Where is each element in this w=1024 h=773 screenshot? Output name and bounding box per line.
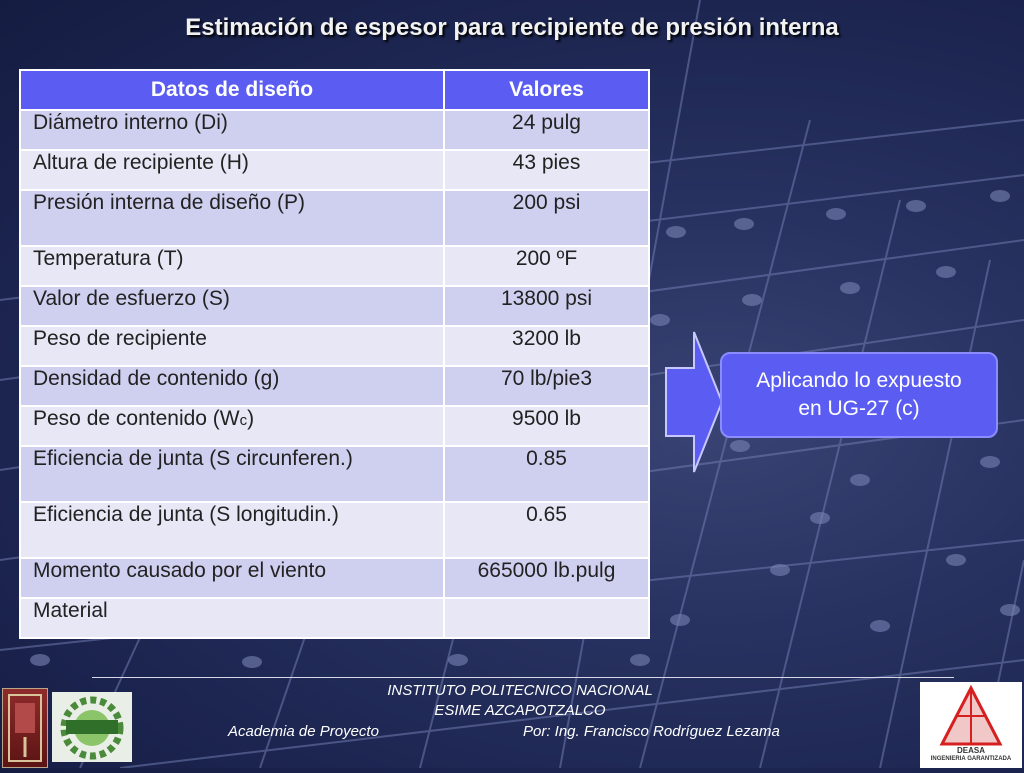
slide-title: Estimación de espesor para recipiente de… — [185, 14, 839, 41]
deasa-name: DEASA — [956, 746, 985, 755]
row-value: 0.85 — [443, 445, 650, 503]
table-row: Peso de contenido (Wc) 9500 lb — [19, 405, 650, 447]
row-label: Altura de recipiente (H) — [19, 149, 445, 191]
table-row: Diámetro interno (Di) 24 pulg — [19, 109, 650, 151]
table-header-row: Datos de diseño Valores — [19, 69, 650, 111]
row-value: 3200 lb — [443, 325, 650, 367]
row-value: 9500 lb — [443, 405, 650, 447]
deasa-tagline: INGENIERIA GARANTIZADA — [930, 756, 1012, 762]
header-valores: Valores — [443, 69, 650, 111]
footer-author: Por: Ing. Francisco Rodríguez Lezama — [523, 723, 780, 740]
table-row: Presión interna de diseño (P) 200 psi — [19, 189, 650, 247]
deasa-logo: DEASA INGENIERIA GARANTIZADA — [920, 682, 1022, 768]
footer-institution: INSTITUTO POLITECNICO NACIONAL — [387, 682, 653, 699]
row-value: 24 pulg — [443, 109, 650, 151]
table-row: Densidad de contenido (g) 70 lb/pie3 — [19, 365, 650, 407]
row-label: Peso de contenido (Wc) — [19, 405, 445, 447]
row-label: Diámetro interno (Di) — [19, 109, 445, 151]
row-value: 665000 lb.pulg — [443, 557, 650, 599]
footer-school: ESIME AZCAPOTZALCO — [434, 702, 606, 719]
row-value: 13800 psi — [443, 285, 650, 327]
row-label: Presión interna de diseño (P) — [19, 189, 445, 247]
table-row: Peso de recipiente 3200 lb — [19, 325, 650, 367]
table-row: Altura de recipiente (H) 43 pies — [19, 149, 650, 191]
row-label: Material — [19, 597, 445, 639]
table-row: Temperatura (T) 200 ºF — [19, 245, 650, 287]
table-row: Eficiencia de junta (S longitudin.) 0.65 — [19, 501, 650, 559]
row-value: 200 psi — [443, 189, 650, 247]
callout-line-2: en UG-27 (c) — [798, 397, 920, 420]
row-label: Valor de esfuerzo (S) — [19, 285, 445, 327]
row-value — [443, 597, 650, 639]
header-datos: Datos de diseño — [19, 69, 445, 111]
footer-academy: Academia de Proyecto — [228, 723, 379, 740]
footer-divider — [92, 677, 954, 678]
table-row: Material — [19, 597, 650, 639]
row-label: Momento causado por el viento — [19, 557, 445, 599]
table-row: Momento causado por el viento 665000 lb.… — [19, 557, 650, 599]
callout-line-1: Aplicando lo expuesto — [756, 369, 962, 392]
table-row: Valor de esfuerzo (S) 13800 psi — [19, 285, 650, 327]
row-value: 43 pies — [443, 149, 650, 191]
row-label: Eficiencia de junta (S longitudin.) — [19, 501, 445, 559]
row-label: Peso de recipiente — [19, 325, 445, 367]
ipn-logo — [2, 688, 48, 768]
row-value: 200 ºF — [443, 245, 650, 287]
row-label: Temperatura (T) — [19, 245, 445, 287]
row-label: Eficiencia de junta (S circunferen.) — [19, 445, 445, 503]
row-value: 70 lb/pie3 — [443, 365, 650, 407]
table-row: Eficiencia de junta (S circunferen.) 0.8… — [19, 445, 650, 503]
right-arrow-icon — [665, 331, 724, 473]
callout-box: Aplicando lo expuesto en UG-27 (c) — [720, 352, 998, 438]
row-value: 0.65 — [443, 501, 650, 559]
row-label: Densidad de contenido (g) — [19, 365, 445, 407]
esime-logo — [52, 692, 132, 762]
design-data-table: Datos de diseño Valores Diámetro interno… — [19, 69, 650, 639]
